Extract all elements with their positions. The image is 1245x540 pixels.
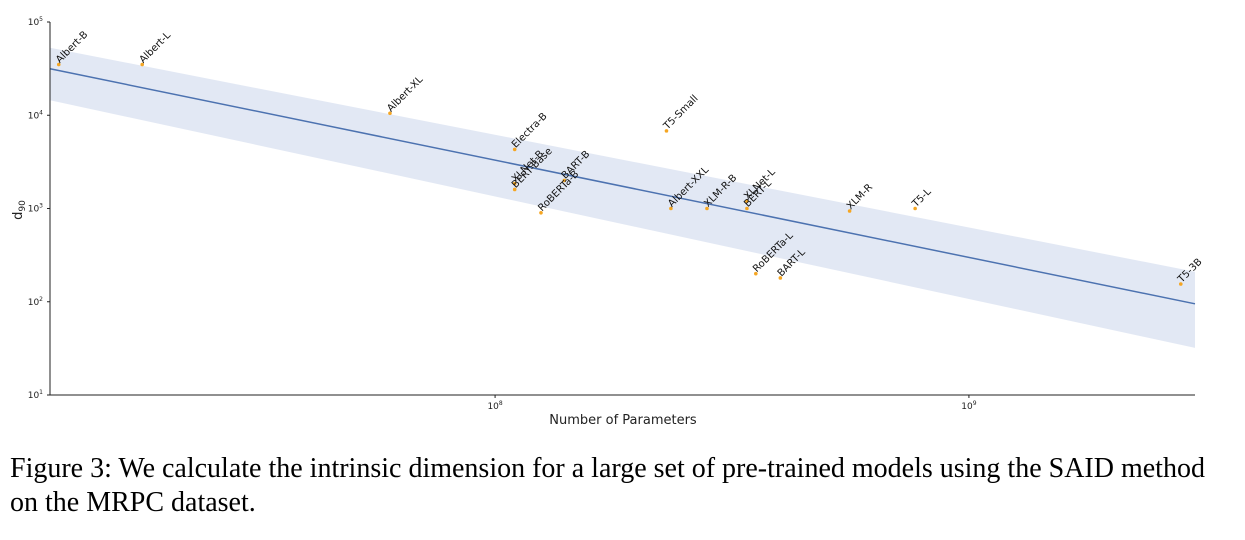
y-tick-label: 103 <box>28 203 43 215</box>
x-tick-base: 10 <box>487 402 499 412</box>
data-point <box>669 206 673 211</box>
data-point <box>913 206 917 211</box>
y-tick-exponent: 3 <box>39 203 43 210</box>
y-tick-exponent: 4 <box>39 109 43 116</box>
y-tick-base: 10 <box>28 298 40 308</box>
x-tick-exponent: 8 <box>499 400 503 407</box>
data-point-label: T5-L <box>910 186 934 210</box>
y-axis-label-main: d <box>11 212 26 220</box>
x-tick-exponent: 9 <box>973 400 977 407</box>
y-tick-base: 10 <box>28 205 40 215</box>
y-tick-label: 104 <box>28 109 43 121</box>
data-point <box>388 111 392 116</box>
confidence-band-layer <box>50 47 1195 348</box>
data-point <box>140 62 144 67</box>
data-point <box>512 181 517 186</box>
data-point <box>745 199 749 203</box>
x-tick-label: 108 <box>487 400 502 412</box>
regression-line-layer <box>49 68 1196 305</box>
x-tick-label: 109 <box>961 400 976 412</box>
data-point <box>512 187 517 192</box>
x-tick-base: 10 <box>961 402 973 412</box>
y-tick-label: 105 <box>28 16 43 28</box>
x-axis-label: Number of Parameters <box>549 413 697 428</box>
y-tick-exponent: 5 <box>39 16 43 23</box>
y-tick-base: 10 <box>28 18 40 28</box>
data-point <box>539 210 543 215</box>
y-tick-base: 10 <box>28 111 40 121</box>
y-tick-exponent: 2 <box>39 296 43 303</box>
x-tick-layer: 108 109 <box>487 395 977 412</box>
point-layer <box>56 62 1183 286</box>
data-point <box>512 147 517 152</box>
y-tick-base: 10 <box>28 391 40 401</box>
data-point <box>664 129 669 133</box>
data-point-label: Albert-L <box>138 30 174 66</box>
data-point <box>847 209 852 213</box>
confidence-band <box>50 47 1195 348</box>
figure-caption: Figure 3: We calculate the intrinsic dim… <box>10 453 1205 518</box>
data-point-label: Albert-XL <box>385 74 425 114</box>
y-tick-exponent: 1 <box>39 389 43 396</box>
regression-line <box>49 68 1196 305</box>
data-point <box>56 62 61 67</box>
data-point <box>562 178 567 183</box>
y-tick-label: 102 <box>28 296 43 308</box>
data-point <box>1179 282 1183 286</box>
y-axis-label-subscript: 90 <box>18 200 28 212</box>
y-tick-label: 101 <box>28 389 43 401</box>
data-point <box>754 271 758 276</box>
data-point <box>778 276 783 280</box>
data-point <box>705 206 709 211</box>
data-point <box>745 206 749 211</box>
data-point-label: T5-Small <box>661 93 700 132</box>
y-axis-label: d90 <box>11 200 28 220</box>
